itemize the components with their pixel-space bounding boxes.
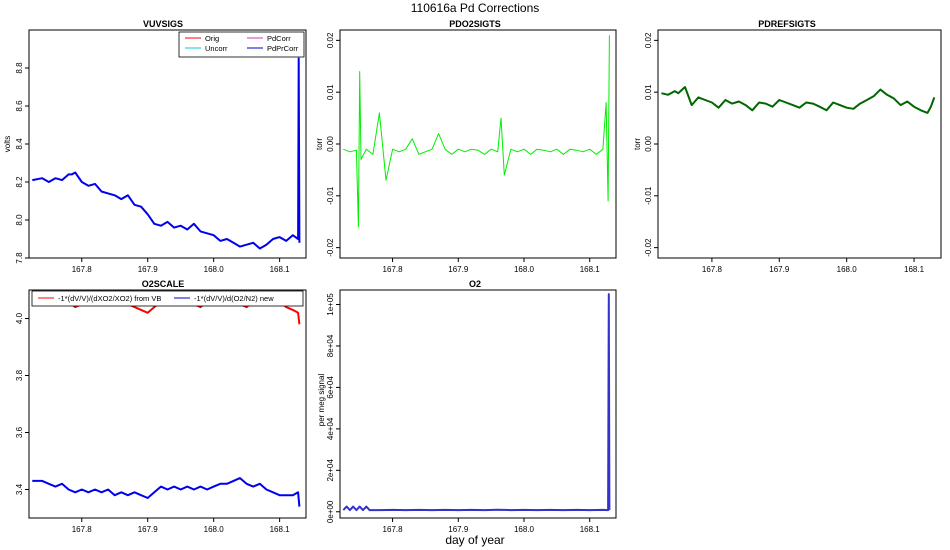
y-tick-label: 0.02	[326, 32, 335, 48]
legend-label: -1*(dV/V)/(dXO2/XO2) from VB	[58, 294, 161, 303]
y-tick-label: 0.00	[644, 136, 653, 152]
x-tick-label: 168.0	[514, 265, 535, 274]
x-tick-label: 168.1	[904, 265, 925, 274]
y-tick-label: -0.02	[326, 238, 335, 257]
y-tick-label: 6e+04	[326, 376, 335, 399]
legend-label: Orig	[205, 34, 219, 43]
y-tick-label: 8e+04	[326, 334, 335, 357]
figure-title: 110616a Pd Corrections	[411, 1, 540, 15]
x-tick-label: 167.9	[138, 525, 159, 534]
y-tick-label: 8.4	[15, 138, 24, 150]
plot-frame	[28, 29, 307, 259]
plot-frame	[28, 289, 307, 519]
x-tick-label: 168.0	[514, 525, 535, 534]
series-line	[32, 57, 301, 250]
y-axis-label: per meg signal	[317, 374, 326, 427]
panel-o2scale: O2SCALE 167.8 167.9 168.0 168.1 3.4 3.6 3.8 4.0…	[15, 279, 307, 534]
legend-label: Uncorr	[205, 44, 228, 53]
y-tick-label: 4.0	[15, 312, 24, 324]
y-tick-label: 8.6	[15, 100, 24, 112]
panel-title: PDREFSIGTS	[758, 19, 816, 29]
x-tick-label: 167.8	[383, 265, 404, 274]
x-tick-label: 167.8	[383, 525, 404, 534]
y-tick-label: 0.00	[326, 136, 335, 152]
panel-pdo2sigts: PDO2SIGTS torr 167.8 167.9 168.0 168.1 -0.02…	[315, 19, 617, 274]
legend-label: -1*(dV/V)/d(O2/N2) new	[194, 294, 274, 303]
x-tick-label: 167.8	[72, 525, 93, 534]
series-line	[342, 293, 611, 512]
panel-o2: O2 per meg signal 167.8 167.9 168.0 168.1 0e…	[317, 279, 617, 534]
y-tick-label: 0.01	[644, 84, 653, 100]
y-axis-label: volts	[3, 136, 12, 152]
y-tick-label: 3.6	[15, 426, 24, 438]
y-tick-label: 4e+04	[326, 417, 335, 440]
panel-title: O2SCALE	[142, 279, 185, 289]
panel-title: PDO2SIGTS	[449, 19, 501, 29]
legend-label: PdPrCorr	[267, 44, 299, 53]
y-tick-label: 7.8	[15, 252, 24, 264]
y-tick-label: 1e+05	[326, 293, 335, 316]
x-tick-label: 168.1	[580, 525, 601, 534]
plot-frame	[339, 289, 617, 519]
panel-pdrefsigts: PDREFSIGTS torr 167.8 167.9 168.0 168.1 -0.0…	[633, 19, 942, 274]
figure-xlabel: day of year	[445, 533, 504, 547]
y-tick-label: -0.02	[644, 238, 653, 257]
series-line	[32, 477, 301, 507]
x-tick-label: 168.1	[270, 525, 291, 534]
y-axis-label: torr	[315, 138, 324, 150]
y-axis-label: torr	[633, 138, 642, 150]
legend-box	[178, 31, 305, 58]
panel-title: VUVSIGS	[143, 19, 183, 29]
y-tick-label: 3.4	[15, 483, 24, 495]
plot-frame	[657, 29, 942, 259]
y-tick-label: -0.01	[644, 186, 653, 205]
y-tick-label: 0e+00	[326, 500, 335, 523]
x-tick-label: 168.0	[204, 525, 225, 534]
y-tick-label: -0.01	[326, 186, 335, 205]
series-line	[661, 86, 936, 114]
y-tick-label: 8.2	[15, 176, 24, 188]
y-tick-label: 2e+04	[326, 459, 335, 482]
x-tick-label: 167.8	[702, 265, 723, 274]
legend-label: PdCorr	[267, 34, 291, 43]
x-tick-label: 168.1	[580, 265, 601, 274]
x-tick-label: 167.9	[448, 525, 469, 534]
x-tick-label: 168.1	[270, 265, 291, 274]
legend-box	[31, 290, 304, 307]
y-tick-label: 0.02	[644, 32, 653, 48]
x-tick-label: 168.0	[837, 265, 858, 274]
y-tick-label: 8.0	[15, 214, 24, 226]
plot-frame	[339, 29, 617, 259]
x-tick-label: 167.9	[138, 265, 159, 274]
panel-vuvsigs: VUVSIGS volts 167.8 167.9 168.0 168.1 7.8 8.0…	[3, 19, 307, 274]
series-line	[343, 35, 610, 228]
y-tick-label: 0.01	[326, 84, 335, 100]
y-tick-label: 8.8	[15, 62, 24, 74]
x-tick-label: 167.8	[72, 265, 93, 274]
panel-title: O2	[469, 279, 481, 289]
x-tick-label: 167.9	[769, 265, 790, 274]
x-tick-label: 167.9	[448, 265, 469, 274]
y-tick-label: 3.8	[15, 369, 24, 381]
x-tick-label: 168.0	[204, 265, 225, 274]
